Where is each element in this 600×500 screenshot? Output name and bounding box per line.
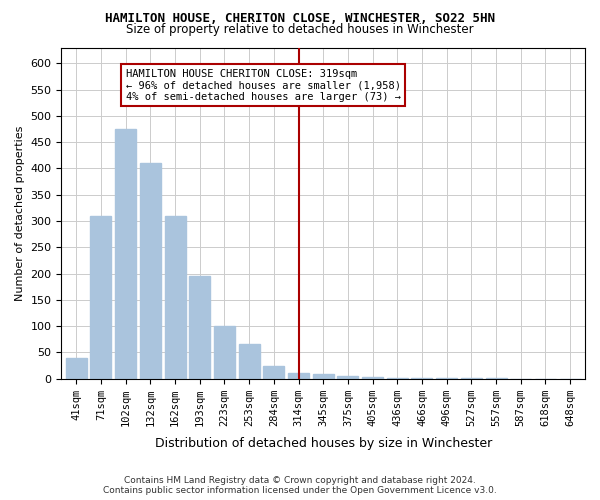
- Bar: [91, 216, 112, 378]
- Text: Size of property relative to detached houses in Winchester: Size of property relative to detached ho…: [126, 22, 474, 36]
- Bar: [337, 376, 358, 378]
- Text: Contains HM Land Registry data © Crown copyright and database right 2024.
Contai: Contains HM Land Registry data © Crown c…: [103, 476, 497, 495]
- Bar: [313, 374, 334, 378]
- Bar: [189, 276, 210, 378]
- Bar: [214, 326, 235, 378]
- Bar: [115, 129, 136, 378]
- Bar: [66, 358, 87, 378]
- Bar: [263, 366, 284, 378]
- X-axis label: Distribution of detached houses by size in Winchester: Distribution of detached houses by size …: [155, 437, 492, 450]
- Text: HAMILTON HOUSE CHERITON CLOSE: 319sqm
← 96% of detached houses are smaller (1,95: HAMILTON HOUSE CHERITON CLOSE: 319sqm ← …: [125, 68, 401, 102]
- Text: HAMILTON HOUSE, CHERITON CLOSE, WINCHESTER, SO22 5HN: HAMILTON HOUSE, CHERITON CLOSE, WINCHEST…: [105, 12, 495, 26]
- Bar: [140, 163, 161, 378]
- Bar: [164, 216, 185, 378]
- Y-axis label: Number of detached properties: Number of detached properties: [15, 126, 25, 301]
- Bar: [288, 374, 309, 378]
- Bar: [239, 344, 260, 378]
- Bar: [362, 377, 383, 378]
